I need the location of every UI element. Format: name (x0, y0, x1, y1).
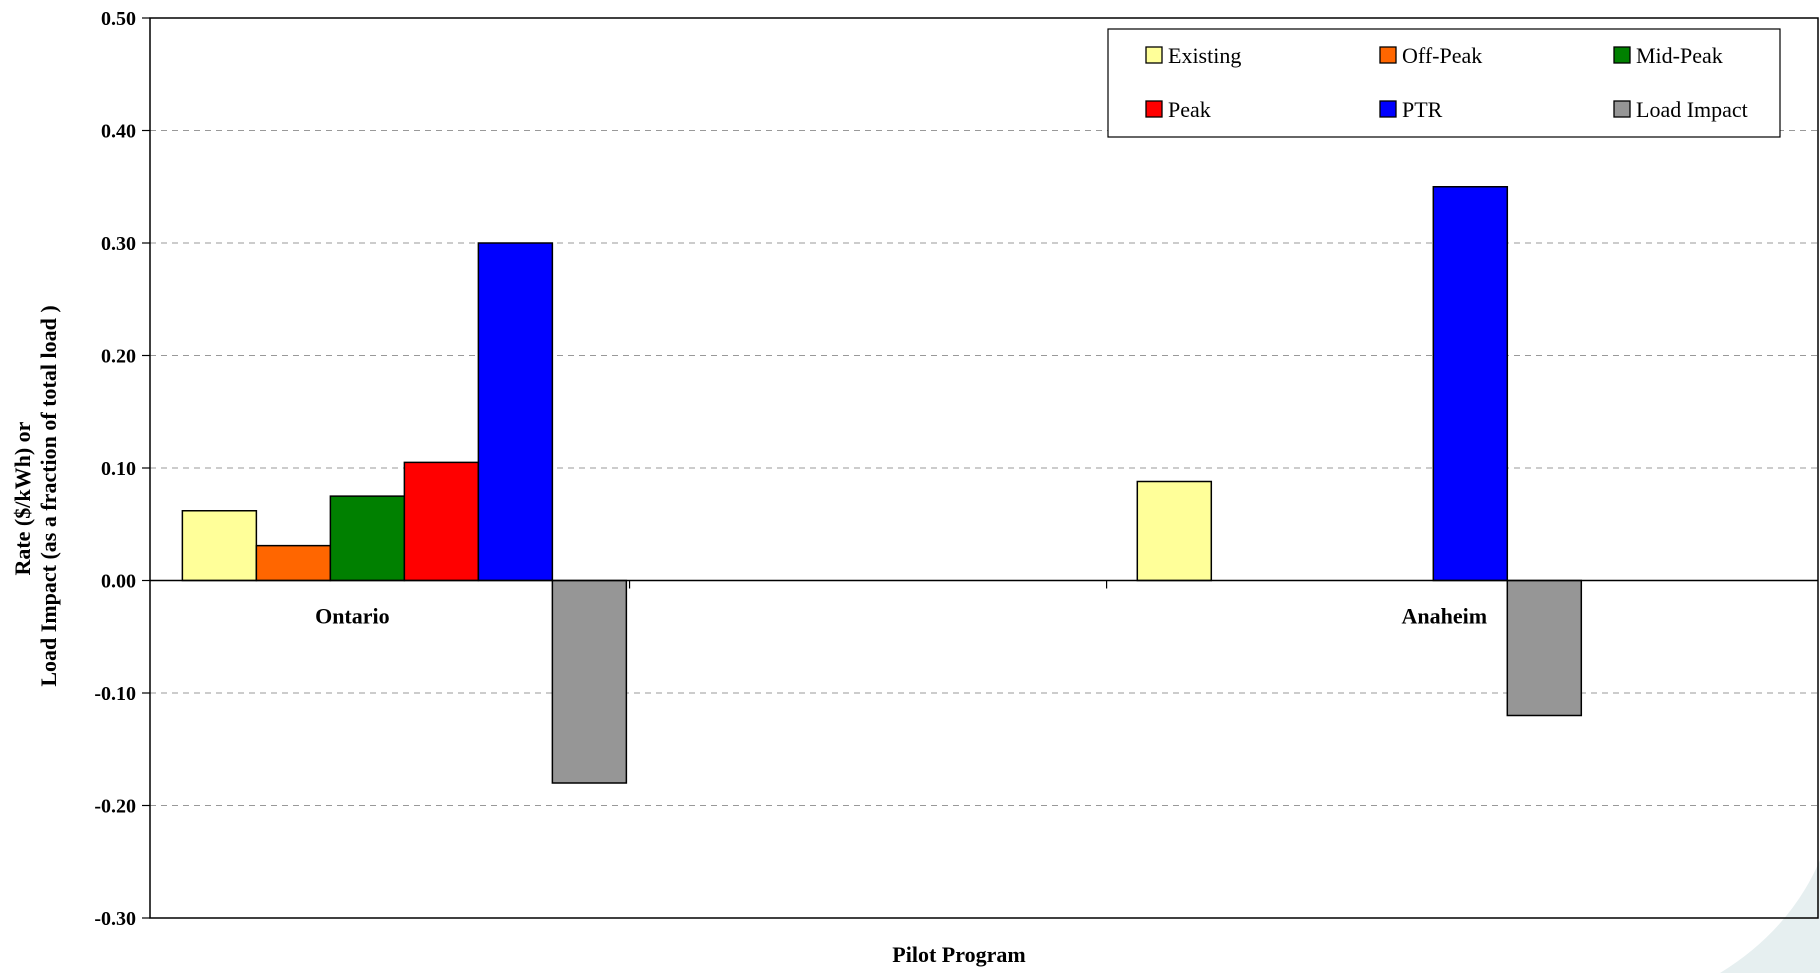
bar-off-peak-ontario (255, 544, 332, 582)
y-tick-label: 0.30 (101, 233, 136, 255)
bar-ptr-anaheim (1432, 186, 1509, 582)
y-tick-label: 0.00 (101, 571, 136, 593)
legend-swatch-ptr (1379, 100, 1397, 118)
legend-label: Existing (1168, 43, 1241, 68)
legend-swatch-peak (1145, 100, 1163, 118)
y-axis-title: Rate ($/kWh) or Load Impact (as a fracti… (10, 305, 61, 686)
bar-mid-peak-ontario (329, 495, 406, 582)
bars (181, 186, 1583, 784)
y-axis-ticks: 0.50 0.40 0.30 0.20 0.10 0.00 -0.10 -0.20 -0.30 (94, 8, 150, 930)
legend-label: Mid-Peak (1636, 43, 1723, 68)
legend-swatch-mid-peak (1613, 46, 1631, 64)
bar-existing-ontario (181, 510, 258, 582)
bar-ptr-ontario (477, 242, 554, 582)
decorative-swoosh (1720, 860, 1820, 973)
legend-swatch-off-peak (1379, 46, 1397, 64)
legend-label: Off-Peak (1402, 43, 1482, 68)
x-axis-title: Pilot Program (892, 942, 1025, 967)
y-tick-label: -0.20 (94, 796, 136, 818)
legend-swatch-existing (1145, 46, 1163, 64)
bar-peak-ontario (403, 461, 480, 582)
legend: Existing Off-Peak Mid-Peak Peak PTR Load Impa… (1107, 28, 1781, 138)
y-tick-label: 0.10 (101, 458, 136, 480)
x-axis-categories: Ontario Anaheim (315, 580, 1488, 629)
legend-box (1107, 28, 1781, 138)
y-tick-label: 0.50 (101, 8, 136, 30)
y-tick-label: 0.20 (101, 346, 136, 368)
legend-swatch-load-impact (1613, 100, 1631, 118)
legend-label: Peak (1168, 97, 1211, 122)
bar-existing-anaheim (1136, 480, 1213, 582)
axes (149, 17, 1819, 919)
y-axis-title-line-2: Load Impact (as a fraction of total load… (36, 305, 61, 686)
legend-label: Load Impact (1636, 97, 1748, 122)
x-category-label: Anaheim (1402, 604, 1488, 629)
bar-load-impact-anaheim (1506, 579, 1583, 717)
bar-load-impact-ontario (551, 579, 628, 784)
y-tick-label: -0.10 (94, 683, 136, 705)
plot-area-frame (149, 17, 1819, 919)
y-axis-title-line-1: Rate ($/kWh) or (10, 421, 35, 575)
x-category-label: Ontario (315, 604, 390, 629)
legend-label: PTR (1402, 97, 1443, 122)
y-tick-label: 0.40 (101, 121, 136, 143)
y-tick-label: -0.30 (94, 908, 136, 930)
